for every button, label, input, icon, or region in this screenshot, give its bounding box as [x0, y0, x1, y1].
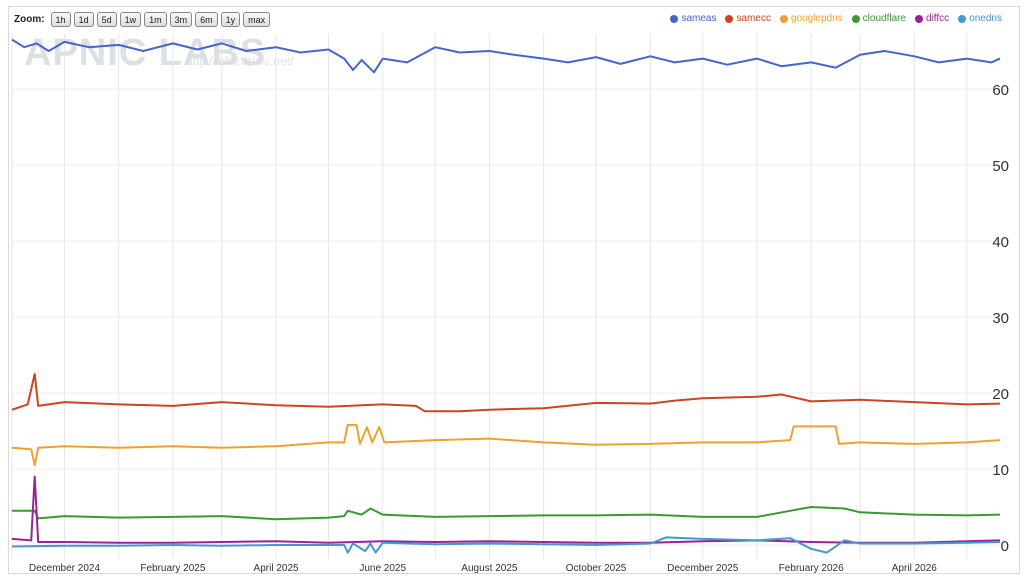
legend-item-cloudflare[interactable]: cloudflare — [851, 13, 907, 24]
chart-frame — [8, 6, 1020, 574]
legend-label: diffcc — [926, 13, 950, 24]
x-tick-label: February 2025 — [140, 563, 205, 574]
zoom-label: Zoom: — [14, 14, 45, 25]
y-tick-label: 10 — [992, 462, 1009, 479]
x-tick-label: December 2024 — [29, 563, 101, 574]
legend-label: googlepdns — [790, 13, 843, 24]
zoom-button-max[interactable]: max — [243, 12, 271, 27]
zoom-button-6m[interactable]: 6m — [195, 12, 218, 27]
legend-item-samecc[interactable]: samecc — [725, 13, 771, 24]
series-line-diffcc — [11, 475, 1001, 544]
series-line-sameas — [11, 38, 1001, 74]
y-tick-label: 0 — [1001, 538, 1009, 555]
zoom-button-1m[interactable]: 1m — [144, 12, 167, 27]
zoom-toolbar: Zoom: 1h 1d 5d 1w 1m 3m 6m 1y max — [14, 12, 271, 27]
x-tick-label: August 2025 — [461, 563, 518, 574]
legend-dot-icon — [779, 14, 788, 23]
legend-item-sameas[interactable]: sameas — [670, 13, 716, 24]
y-tick-label: 50 — [992, 158, 1009, 175]
legend-label: onedns — [969, 13, 1002, 24]
legend-label: sameas — [681, 13, 717, 24]
series-line-samecc — [11, 373, 1001, 413]
legend-item-diffcc[interactable]: diffcc — [915, 13, 949, 24]
legend-item-onedns[interactable]: onedns — [958, 13, 1002, 24]
zoom-button-1d[interactable]: 1d — [73, 12, 94, 27]
x-tick-label: February 2026 — [779, 563, 844, 574]
zoom-button-3m[interactable]: 3m — [169, 12, 193, 27]
legend-dot-icon — [670, 14, 679, 23]
y-tick-label: 30 — [992, 310, 1009, 327]
y-tick-label: 20 — [992, 386, 1009, 403]
x-tick-label: April 2025 — [254, 563, 299, 574]
legend-dot-icon — [851, 14, 860, 23]
series-line-googlepdns — [11, 423, 1001, 467]
legend-dot-icon — [725, 14, 734, 23]
x-tick-label: October 2025 — [566, 563, 627, 574]
legend-label: cloudflare — [862, 13, 907, 24]
series-line-onedns — [11, 536, 1001, 554]
zoom-button-1y[interactable]: 1y — [220, 12, 241, 27]
y-tick-label: 60 — [992, 82, 1009, 99]
legend-dot-icon — [958, 14, 967, 23]
x-tick-label: December 2025 — [667, 563, 739, 574]
x-tick-label: June 2025 — [359, 563, 406, 574]
series-line-cloudflare — [12, 506, 1001, 521]
zoom-button-1h[interactable]: 1h — [50, 12, 71, 27]
zoom-button-5d[interactable]: 5d — [96, 12, 117, 27]
zoom-button-1w[interactable]: 1w — [119, 12, 142, 27]
chart-legend: sameas samecc googlepdns cloudflare diffcc on… — [670, 13, 1002, 24]
legend-item-googlepdns[interactable]: googlepdns — [779, 13, 843, 24]
legend-dot-icon — [915, 14, 924, 23]
x-tick-label: April 2026 — [892, 563, 937, 574]
y-tick-label: 40 — [992, 234, 1009, 251]
legend-label: samecc — [736, 13, 771, 24]
